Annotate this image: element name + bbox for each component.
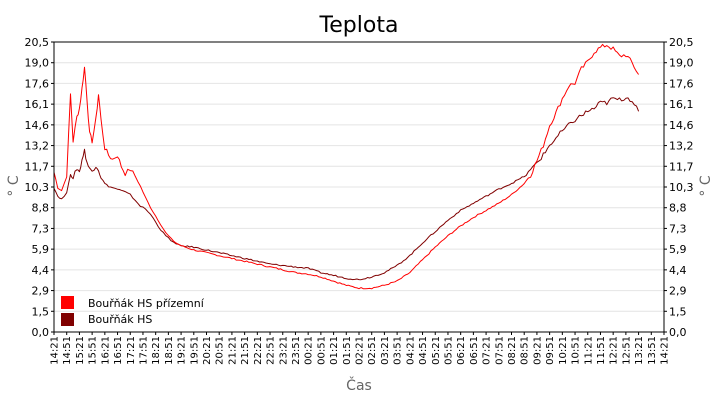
- y-tick-label: 14,6: [25, 119, 50, 132]
- x-tick-label: 17:21: [126, 336, 137, 365]
- x-tick-label: 22:21: [253, 336, 264, 365]
- x-tick-label: 14:21: [660, 336, 671, 365]
- x-tick-label: 02:21: [355, 336, 366, 365]
- x-tick-label: 02:51: [367, 336, 378, 365]
- x-tick-label: 14:51: [62, 336, 73, 365]
- y-tick-label: 20,5: [669, 36, 694, 49]
- y-tick-label: 0,0: [669, 326, 687, 339]
- x-tick-label: 07:21: [482, 336, 493, 365]
- x-tick-label: 12:21: [609, 336, 620, 365]
- x-tick-label: 21:51: [240, 336, 251, 365]
- y-tick-label: 11,7: [25, 160, 50, 173]
- series-line: [53, 43, 640, 290]
- x-tick-label: 09:51: [545, 336, 556, 365]
- x-tick-label: 19:21: [177, 336, 188, 365]
- plot-frame: [53, 41, 665, 333]
- x-tick-label: 08:51: [520, 336, 531, 365]
- y-tick-label: 10,3: [669, 181, 694, 194]
- y-tick-label: 8,8: [32, 202, 50, 215]
- x-tick-label: 05:51: [443, 336, 454, 365]
- y-ticks: 0,0 0,0 1,5 1,5 2,9 2,9 4,4 4,4 5,9 5,9 7,3 7,3 8,8 8…: [25, 36, 694, 339]
- y-tick-label: 20,5: [25, 36, 50, 49]
- x-tick-label: 15:21: [75, 336, 86, 365]
- y-tick-label: 10,3: [25, 181, 50, 194]
- x-tick-label: 14:21: [50, 336, 61, 365]
- x-tick-label: 15:51: [88, 336, 99, 365]
- series-layer: [53, 43, 640, 290]
- y-tick-label: 19,0: [669, 57, 694, 70]
- y-tick-label: 7,3: [669, 222, 687, 235]
- x-tick-label: 08:21: [507, 336, 518, 365]
- x-tick-label: 10:51: [571, 336, 582, 365]
- legend-label: Bouřňák HS přízemní: [88, 297, 205, 310]
- y-tick-label: 19,0: [25, 57, 50, 70]
- x-tick-label: 06:51: [469, 336, 480, 365]
- y-tick-label: 5,9: [32, 243, 50, 256]
- x-tick-label: 23:21: [278, 336, 289, 365]
- y-axis-label-left: ° C: [6, 175, 22, 196]
- x-tick-label: 18:21: [151, 336, 162, 365]
- x-tick-label: 19:51: [189, 336, 200, 365]
- x-tick-label: 05:21: [431, 336, 442, 365]
- x-tick-label: 11:21: [583, 336, 594, 365]
- x-tick-label: 16:21: [100, 336, 111, 365]
- x-tick-label: 06:21: [456, 336, 467, 365]
- x-axis-label: Čas: [346, 376, 372, 394]
- x-tick-label: 20:51: [215, 336, 226, 365]
- x-tick-label: 16:51: [113, 336, 124, 365]
- y-tick-label: 1,5: [32, 305, 50, 318]
- y-tick-label: 16,1: [669, 98, 694, 111]
- x-tick-label: 12:51: [621, 336, 632, 365]
- x-tick-label: 13:51: [647, 336, 658, 365]
- grid: [54, 62, 664, 312]
- x-tick-label: 17:51: [138, 336, 149, 365]
- legend-swatch: [61, 296, 74, 309]
- legend: Bouřňák HS přízemní Bouřňák HS: [61, 296, 205, 326]
- x-tick-label: 07:51: [494, 336, 505, 365]
- x-tick-label: 18:51: [164, 336, 175, 365]
- y-tick-label: 2,9: [32, 285, 50, 298]
- x-tick-label: 03:21: [380, 336, 391, 365]
- x-tick-label: 09:21: [532, 336, 543, 365]
- y-axis-label-right: ° C: [698, 175, 714, 196]
- x-tick-label: 22:51: [266, 336, 277, 365]
- x-tick-label: 04:21: [405, 336, 416, 365]
- y-tick-label: 4,4: [32, 264, 50, 277]
- y-tick-label: 17,6: [25, 77, 50, 90]
- x-tick-label: 04:51: [418, 336, 429, 365]
- x-tick-label: 10:21: [558, 336, 569, 365]
- y-tick-label: 5,9: [669, 243, 687, 256]
- series-line: [53, 97, 640, 281]
- y-tick-label: 14,6: [669, 119, 694, 132]
- y-tick-label: 2,9: [669, 285, 687, 298]
- y-tick-label: 0,0: [32, 326, 50, 339]
- y-tick-label: 17,6: [669, 77, 694, 90]
- y-tick-label: 4,4: [669, 264, 687, 277]
- y-tick-label: 8,8: [669, 202, 687, 215]
- y-tick-label: 11,7: [669, 160, 694, 173]
- x-ticks: 14:21 14:51 15:21 15:51 16:21 16:51 17:21 17:51…: [50, 332, 671, 365]
- y-tick-label: 1,5: [669, 305, 687, 318]
- x-tick-label: 11:51: [596, 336, 607, 365]
- legend-label: Bouřňák HS: [88, 313, 152, 326]
- chart-title: Teplota: [319, 13, 399, 38]
- y-tick-label: 13,2: [25, 140, 50, 153]
- x-tick-label: 03:51: [393, 336, 404, 365]
- y-tick-label: 7,3: [32, 222, 50, 235]
- x-tick-label: 01:21: [329, 336, 340, 365]
- x-tick-label: 00:51: [316, 336, 327, 365]
- y-tick-label: 13,2: [669, 140, 694, 153]
- x-tick-label: 00:21: [304, 336, 315, 365]
- x-tick-label: 20:21: [202, 336, 213, 365]
- x-tick-label: 01:51: [342, 336, 353, 365]
- x-tick-label: 21:21: [227, 336, 238, 365]
- x-tick-label: 13:21: [634, 336, 645, 365]
- y-tick-label: 16,1: [25, 98, 50, 111]
- x-tick-label: 23:51: [291, 336, 302, 365]
- legend-swatch: [61, 313, 74, 326]
